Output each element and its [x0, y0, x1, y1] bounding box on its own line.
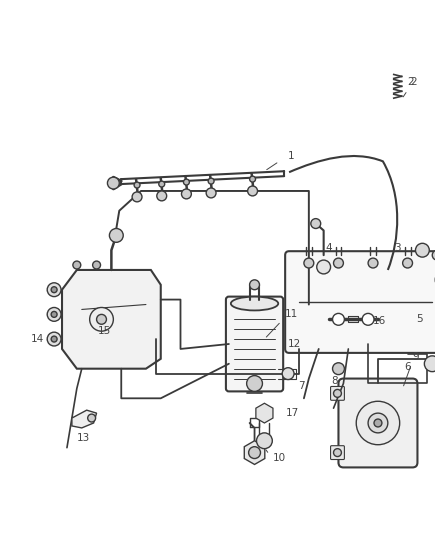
Circle shape: [435, 271, 438, 289]
Text: 15: 15: [98, 326, 111, 336]
Circle shape: [333, 449, 342, 457]
Circle shape: [250, 280, 259, 290]
Text: 11: 11: [284, 309, 298, 319]
FancyBboxPatch shape: [331, 386, 344, 400]
Text: 16: 16: [373, 316, 387, 326]
Text: 13: 13: [77, 433, 90, 443]
Circle shape: [134, 182, 140, 188]
Circle shape: [257, 433, 272, 449]
Circle shape: [304, 258, 314, 268]
Polygon shape: [72, 410, 96, 428]
Circle shape: [432, 250, 438, 260]
Circle shape: [206, 188, 216, 198]
Text: 17: 17: [286, 408, 299, 418]
Circle shape: [92, 261, 101, 269]
Circle shape: [51, 287, 57, 293]
Polygon shape: [244, 441, 265, 464]
Circle shape: [184, 179, 189, 185]
Circle shape: [181, 189, 191, 199]
Circle shape: [47, 332, 61, 346]
Circle shape: [356, 401, 400, 445]
Circle shape: [362, 313, 374, 325]
Circle shape: [374, 419, 382, 427]
Circle shape: [88, 414, 95, 422]
Text: 8: 8: [331, 376, 338, 385]
Circle shape: [110, 229, 123, 243]
Circle shape: [368, 413, 388, 433]
Circle shape: [424, 356, 438, 372]
Circle shape: [249, 447, 261, 458]
Text: 12: 12: [287, 339, 300, 349]
Text: 7: 7: [298, 382, 304, 391]
Circle shape: [250, 176, 255, 182]
Circle shape: [368, 258, 378, 268]
Polygon shape: [256, 403, 273, 423]
Circle shape: [333, 258, 343, 268]
Circle shape: [107, 177, 119, 189]
Text: 3: 3: [394, 243, 401, 253]
Circle shape: [317, 260, 331, 274]
FancyBboxPatch shape: [285, 251, 438, 353]
Circle shape: [332, 363, 344, 375]
Text: 14: 14: [31, 334, 44, 344]
Text: 10: 10: [273, 453, 286, 463]
Circle shape: [73, 261, 81, 269]
Circle shape: [47, 283, 61, 296]
Circle shape: [47, 308, 61, 321]
Circle shape: [51, 311, 57, 317]
Text: 4: 4: [325, 243, 332, 253]
Text: 6: 6: [404, 362, 411, 372]
Circle shape: [311, 219, 321, 229]
Circle shape: [247, 376, 262, 391]
Circle shape: [96, 314, 106, 324]
Circle shape: [51, 336, 57, 342]
Circle shape: [132, 192, 142, 202]
Polygon shape: [62, 270, 161, 369]
Circle shape: [208, 178, 214, 184]
FancyBboxPatch shape: [226, 296, 283, 391]
Ellipse shape: [231, 296, 278, 310]
Text: 1: 1: [288, 151, 294, 161]
Text: 9: 9: [412, 352, 419, 362]
FancyBboxPatch shape: [331, 446, 344, 459]
Text: 5: 5: [416, 314, 423, 324]
Circle shape: [247, 186, 258, 196]
Text: 2: 2: [407, 77, 414, 87]
Text: 2: 2: [410, 77, 417, 87]
Circle shape: [157, 191, 167, 201]
Circle shape: [90, 308, 113, 331]
Circle shape: [416, 243, 429, 257]
Circle shape: [332, 313, 344, 325]
Circle shape: [159, 181, 165, 187]
Circle shape: [403, 258, 413, 268]
Circle shape: [282, 368, 294, 379]
FancyBboxPatch shape: [339, 378, 417, 467]
Circle shape: [333, 390, 342, 397]
